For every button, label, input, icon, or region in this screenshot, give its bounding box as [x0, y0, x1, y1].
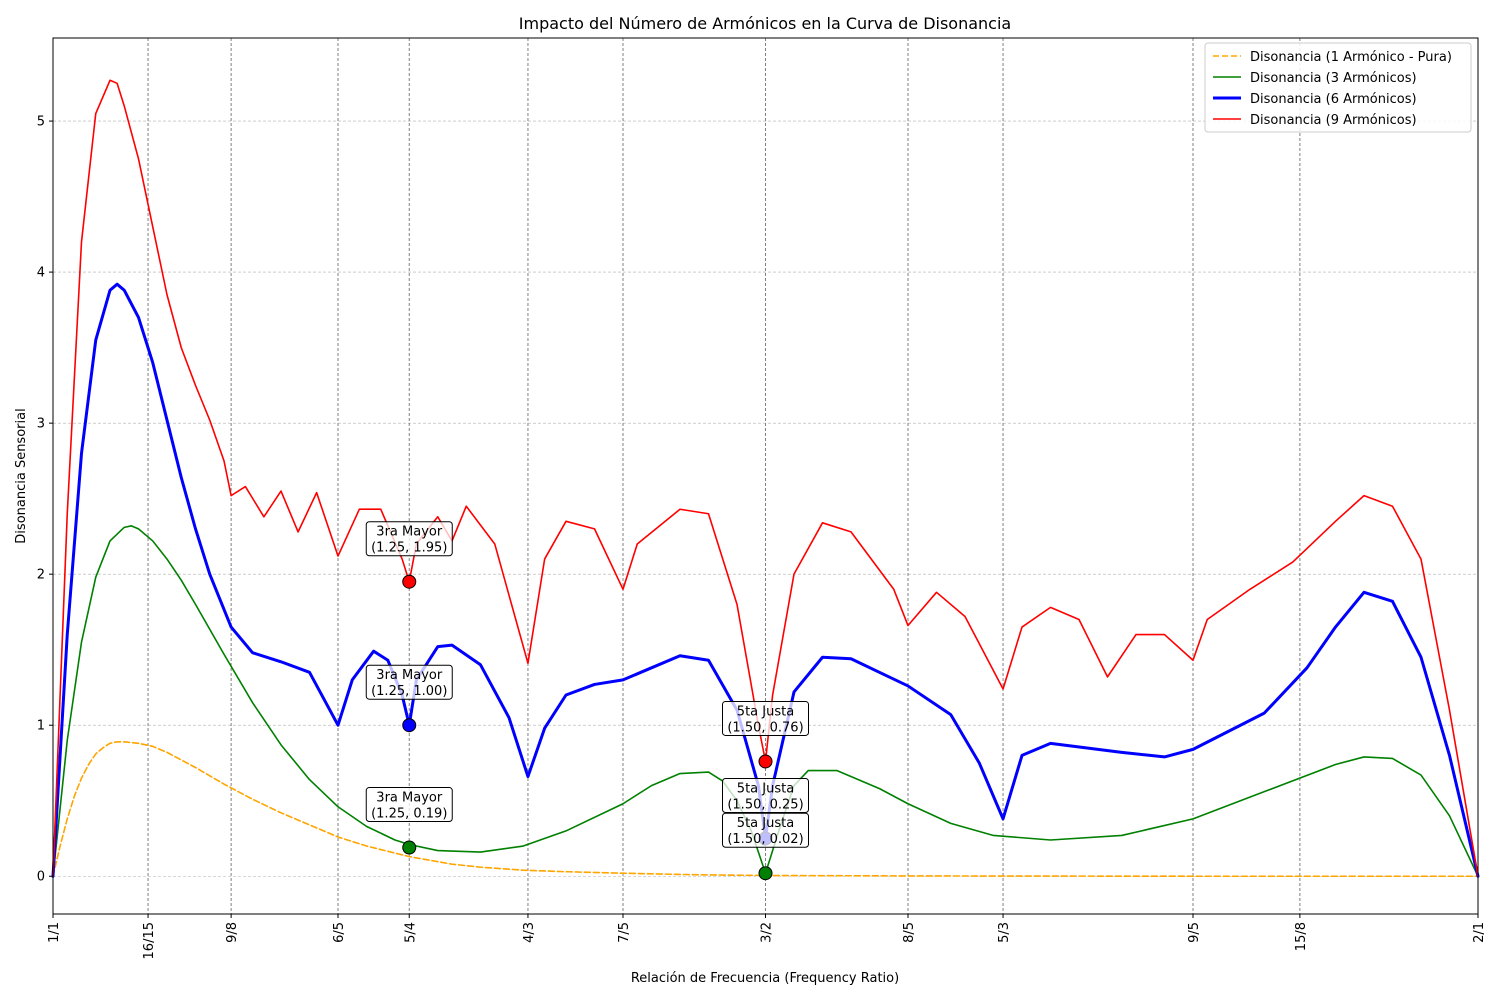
series-line-1	[52, 741, 1479, 878]
series-line-4	[52, 79, 1479, 878]
x-tick-label: 2/1	[1472, 922, 1487, 943]
annotation-box	[722, 812, 809, 848]
annotation-5: 5ta Justa(1.50, 0.25)	[722, 777, 809, 813]
x-tick-label: 16/15	[142, 922, 157, 959]
annotation-coords: (1.50, 0.25)	[727, 797, 803, 812]
marker-point-2	[402, 718, 417, 733]
annotation-coords: (1.25, 0.19)	[371, 807, 447, 822]
annotation-label: 3ra Mayor	[376, 668, 443, 683]
annotation-1: 3ra Mayor(1.25, 1.95)	[365, 521, 453, 557]
legend-label-4: Disonancia (9 Armónicos)	[1250, 113, 1417, 128]
y-axis-label: Disonancia Sensorial	[14, 408, 29, 543]
y-tick-label: 0	[37, 870, 45, 885]
y-tick-label: 5	[37, 115, 45, 130]
annotation-layer: 3ra Mayor(1.25, 1.95)3ra Mayor(1.25, 1.0…	[365, 521, 809, 848]
marker-point-1	[402, 574, 417, 589]
x-axis-label: Relación de Frecuencia (Frequency Ratio)	[631, 971, 899, 986]
annotation-box	[722, 777, 809, 813]
y-tick-layer: 0 1 2 3 4 5	[37, 115, 53, 885]
annotation-label: 5ta Justa	[737, 781, 794, 796]
legend-label-1: Disonancia (1 Armónico - Pura)	[1250, 50, 1452, 65]
annotation-box	[365, 521, 453, 557]
annotation-label: 5ta Justa	[737, 704, 794, 719]
annotation-box	[365, 664, 453, 700]
x-tick-label: 6/5	[332, 922, 347, 943]
marker-point-4	[758, 754, 773, 769]
y-tick-label: 1	[37, 719, 45, 734]
legend-box	[1204, 42, 1472, 133]
chart-title: Impacto del Número de Armónicos en la Cu…	[519, 14, 1011, 33]
legend-label-3: Disonancia (6 Armónicos)	[1250, 92, 1417, 107]
annotation-label: 3ra Mayor	[376, 791, 443, 806]
annotation-coords: (1.50, 0.76)	[727, 720, 803, 735]
annotation-6: 5ta Justa(1.50, 0.02)	[722, 812, 809, 848]
y-tick-label: 2	[37, 568, 45, 583]
series-line-2	[52, 525, 1479, 878]
annotation-2: 3ra Mayor(1.25, 1.00)	[365, 664, 453, 700]
x-tick-label: 15/8	[1294, 922, 1309, 951]
annotation-coords: (1.25, 1.00)	[371, 684, 447, 699]
x-tick-label: 1/1	[47, 922, 62, 943]
annotation-coords: (1.25, 1.95)	[371, 541, 447, 556]
annotation-3: 3ra Mayor(1.25, 0.19)	[365, 787, 453, 823]
annotation-label: 5ta Justa	[737, 816, 794, 831]
x-tick-label: 5/3	[997, 922, 1012, 943]
annotation-box	[365, 787, 453, 823]
x-tick-label: 9/5	[1187, 922, 1202, 943]
x-tick-label: 3/2	[760, 922, 775, 943]
x-tick-layer: 1/1 16/15 9/8 6/5 5/4 4/3 7/5 3/2 8/5 5/3 9/5 15/8 2…	[47, 914, 1487, 959]
x-tick-label: 7/5	[617, 922, 632, 943]
x-tick-label: 5/4	[403, 922, 418, 943]
x-tick-label: 8/5	[902, 922, 917, 943]
legend: Disonancia (1 Armónico - Pura) Disonancia…	[1204, 42, 1472, 133]
marker-point-6	[758, 866, 773, 881]
annotation-label: 3ra Mayor	[376, 525, 443, 540]
y-tick-label: 3	[37, 417, 45, 432]
annotation-box	[722, 700, 809, 736]
y-tick-label: 4	[37, 266, 45, 281]
series-line-3	[51, 282, 1480, 878]
annotation-coords: (1.50, 0.02)	[727, 832, 803, 847]
x-tick-label: 4/3	[522, 922, 537, 943]
marker-point-3	[402, 840, 417, 855]
annotation-4: 5ta Justa(1.50, 0.76)	[722, 700, 809, 736]
legend-label-2: Disonancia (3 Armónicos)	[1250, 71, 1417, 86]
x-tick-label: 9/8	[225, 922, 240, 943]
series-layer	[51, 79, 1480, 878]
